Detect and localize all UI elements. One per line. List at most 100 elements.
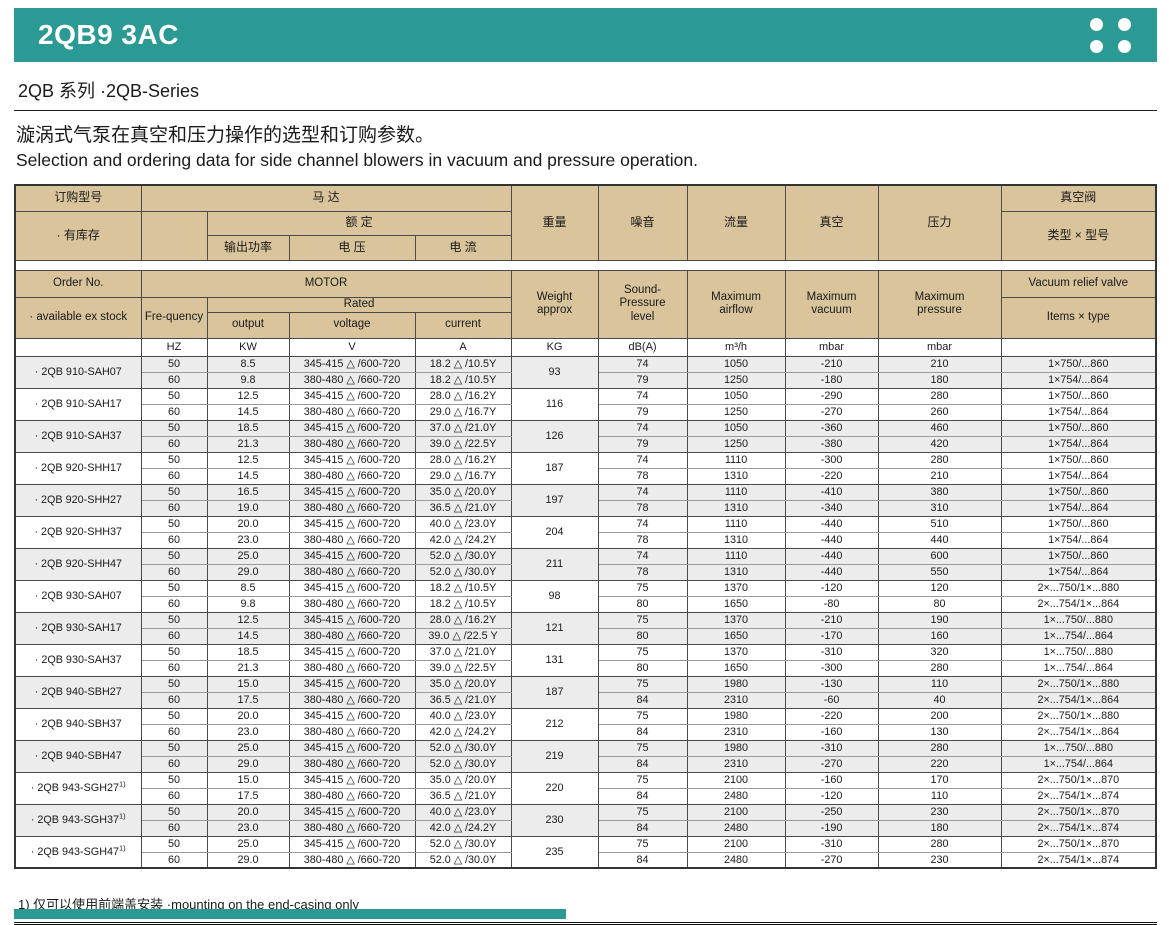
header-rated-zh: 额 定 — [206, 210, 512, 236]
output-cell: 29.0 — [206, 851, 290, 869]
output-cell: 8.5 — [206, 355, 290, 373]
valve-cell: 2×...750/1×...870 — [1000, 835, 1157, 853]
header-rated-en: Rated — [206, 296, 512, 313]
pressure-cell: 180 — [877, 371, 1002, 389]
weight-cell: 197 — [510, 483, 599, 517]
frequency-cell: 60 — [140, 755, 208, 773]
table-row: 60 14.5 380-480 △ /660-720 29.0 △ /16.7Y 79 1… — [15, 403, 1157, 421]
valve-cell: 1×750/...860 — [1000, 387, 1157, 405]
airflow-cell: 1310 — [686, 499, 786, 517]
pressure-cell: 40 — [877, 691, 1002, 709]
voltage-cell: 345-415 △ /600-720 — [288, 419, 416, 437]
pressure-cell: 110 — [877, 675, 1002, 693]
frequency-cell: 50 — [140, 803, 208, 821]
table-row: 60 17.5 380-480 △ /660-720 36.5 △ /21.0Y 84 2… — [15, 787, 1157, 805]
bottom-teal-bar — [14, 909, 566, 919]
current-cell: 29.0 △ /16.7Y — [414, 403, 512, 421]
vacuum-cell: -440 — [784, 563, 879, 581]
noise-cell: 84 — [597, 755, 688, 773]
frequency-cell: 50 — [140, 771, 208, 789]
unit-weight-cell: KG — [510, 337, 599, 357]
vacuum-cell: -290 — [784, 387, 879, 405]
order-no-cell: · 2QB 943-SGH471) — [14, 835, 142, 869]
valve-cell: 1×754/...864 — [1000, 403, 1157, 421]
header-pressure-en: Maximum pressure — [877, 269, 1002, 339]
order-no-cell: · 2QB 940-SBH47 — [14, 739, 142, 773]
output-cell: 9.8 — [206, 371, 290, 389]
frequency-cell: 50 — [140, 451, 208, 469]
weight-cell: 235 — [510, 835, 599, 869]
voltage-cell: 345-415 △ /600-720 — [288, 771, 416, 789]
pressure-cell: 210 — [877, 355, 1002, 373]
output-cell: 29.0 — [206, 755, 290, 773]
pressure-cell: 160 — [877, 627, 1002, 645]
header-current-zh: 电 流 — [414, 234, 512, 261]
output-cell: 21.3 — [206, 659, 290, 677]
weight-cell: 219 — [510, 739, 599, 773]
vacuum-cell: -410 — [784, 483, 879, 501]
valve-cell: 1×...750/...880 — [1000, 611, 1157, 629]
vacuum-cell: -220 — [784, 707, 879, 725]
output-cell: 16.5 — [206, 483, 290, 501]
vacuum-cell: -360 — [784, 419, 879, 437]
unit-valve-cell — [1000, 337, 1157, 357]
output-cell: 12.5 — [206, 387, 290, 405]
table-row: · 2QB 940-SBH27 50 15.0 345-415 △ /600-720 3… — [14, 675, 1157, 709]
pressure-cell: 380 — [877, 483, 1002, 501]
valve-cell: 1×754/...864 — [1000, 435, 1157, 453]
current-cell: 36.5 △ /21.0Y — [414, 787, 512, 805]
current-cell: 52.0 △ /30.0Y — [414, 547, 512, 565]
vacuum-cell: -170 — [784, 627, 879, 645]
frequency-cell: 60 — [140, 691, 208, 709]
vacuum-cell: -270 — [784, 755, 879, 773]
current-cell: 35.0 △ /20.0Y — [414, 483, 512, 501]
pressure-cell: 280 — [877, 659, 1002, 677]
order-no-cell: · 2QB 930-SAH17 — [14, 611, 142, 645]
weight-cell: 230 — [510, 803, 599, 837]
valve-cell: 1×750/...860 — [1000, 355, 1157, 373]
pressure-cell: 280 — [877, 835, 1002, 853]
pressure-cell: 170 — [877, 771, 1002, 789]
grid-dots-icon — [1090, 17, 1131, 53]
weight-cell: 121 — [510, 611, 599, 645]
current-cell: 18.2 △ /10.5Y — [414, 595, 512, 613]
frequency-cell: 50 — [140, 483, 208, 501]
vacuum-cell: -300 — [784, 451, 879, 469]
valve-cell: 2×...754/1×...864 — [1000, 595, 1157, 613]
airflow-cell: 2480 — [686, 819, 786, 837]
table-row: · 2QB 930-SAH17 50 12.5 345-415 △ /600-720 2… — [14, 611, 1157, 645]
header-flow-zh: 流量 — [686, 184, 786, 261]
output-cell: 25.0 — [206, 739, 290, 757]
valve-cell: 1×754/...864 — [1000, 371, 1157, 389]
output-cell: 29.0 — [206, 563, 290, 581]
vacuum-cell: -160 — [784, 771, 879, 789]
order-no-cell: · 2QB 910-SAH07 — [14, 355, 142, 389]
pressure-cell: 280 — [877, 451, 1002, 469]
table-row: 60 17.5 380-480 △ /660-720 36.5 △ /21.0Y 84 2… — [15, 691, 1157, 709]
output-cell: 18.5 — [206, 419, 290, 437]
noise-cell: 78 — [597, 531, 688, 549]
order-no-cell: · 2QB 943-SGH371) — [14, 803, 142, 837]
vacuum-cell: -440 — [784, 515, 879, 533]
noise-cell: 74 — [597, 419, 688, 437]
table-row: · 2QB 940-SBH37 50 20.0 345-415 △ /600-720 4… — [14, 707, 1157, 741]
current-cell: 42.0 △ /24.2Y — [414, 819, 512, 837]
vacuum-cell: -130 — [784, 675, 879, 693]
voltage-cell: 380-480 △ /660-720 — [288, 819, 416, 837]
current-cell: 36.5 △ /21.0Y — [414, 691, 512, 709]
order-no-cell: · 2QB 910-SAH37 — [14, 419, 142, 453]
noise-cell: 75 — [597, 771, 688, 789]
units-row: HZ KW V A KG dB(A) m³/h mbar mbar — [14, 337, 1157, 357]
output-cell: 23.0 — [206, 723, 290, 741]
header-spacer-row — [14, 259, 1157, 271]
table-row: · 2QB 910-SAH37 50 18.5 345-415 △ /600-720 3… — [14, 419, 1157, 453]
noise-cell: 75 — [597, 707, 688, 725]
noise-cell: 84 — [597, 851, 688, 869]
frequency-cell: 60 — [140, 371, 208, 389]
voltage-cell: 380-480 △ /660-720 — [288, 627, 416, 645]
airflow-cell: 1250 — [686, 371, 786, 389]
airflow-cell: 1250 — [686, 435, 786, 453]
current-cell: 42.0 △ /24.2Y — [414, 531, 512, 549]
header-voltage-en: voltage — [288, 311, 416, 339]
valve-cell: 1×754/...864 — [1000, 563, 1157, 581]
